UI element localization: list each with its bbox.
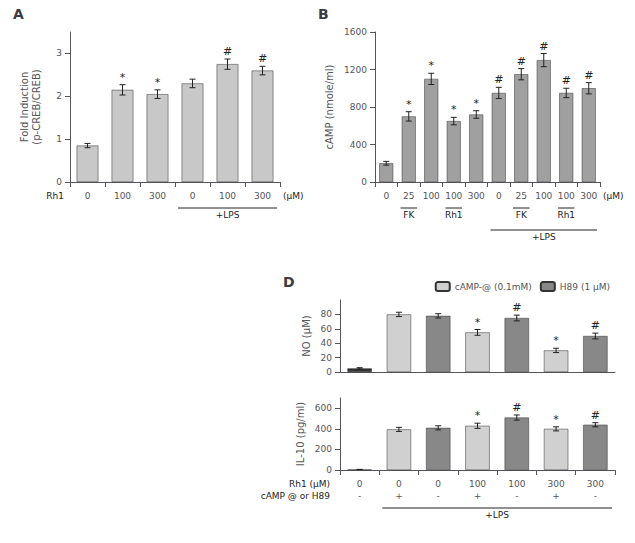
svg-text:*: * bbox=[451, 103, 457, 116]
svg-text:cAMP-@ (0.1mM): cAMP-@ (0.1mM) bbox=[455, 282, 532, 292]
svg-text:D: D bbox=[283, 274, 295, 290]
svg-text:cAMP (nmole/ml): cAMP (nmole/ml) bbox=[324, 64, 335, 149]
svg-text:#: # bbox=[494, 73, 503, 86]
svg-text:25: 25 bbox=[403, 191, 414, 201]
svg-text:300: 300 bbox=[587, 479, 604, 489]
svg-text:(μM): (μM) bbox=[283, 191, 304, 201]
svg-text:#: # bbox=[591, 409, 600, 422]
svg-text:2: 2 bbox=[56, 91, 62, 101]
svg-text:200: 200 bbox=[315, 444, 332, 454]
svg-text:*: * bbox=[429, 59, 435, 72]
svg-text:0: 0 bbox=[56, 177, 62, 187]
svg-text:(μM): (μM) bbox=[603, 191, 624, 201]
svg-text:*: * bbox=[475, 409, 481, 422]
svg-text:300: 300 bbox=[149, 191, 166, 201]
svg-text:400: 400 bbox=[315, 424, 332, 434]
svg-text:Rh1: Rh1 bbox=[445, 210, 463, 220]
svg-text:-: - bbox=[437, 491, 440, 501]
svg-text:-: - bbox=[515, 491, 518, 501]
svg-text:80: 80 bbox=[321, 309, 333, 319]
svg-text:Rh1 (μM): Rh1 (μM) bbox=[289, 479, 330, 489]
svg-text:B: B bbox=[318, 6, 329, 22]
svg-text:400: 400 bbox=[350, 140, 367, 150]
svg-text:-: - bbox=[594, 491, 597, 501]
svg-text:#: # bbox=[539, 40, 548, 53]
svg-text:+LPS: +LPS bbox=[216, 210, 240, 220]
svg-text:IL-10 (pg/ml): IL-10 (pg/ml) bbox=[295, 402, 306, 466]
svg-text:0: 0 bbox=[357, 479, 363, 489]
svg-text:100: 100 bbox=[423, 191, 440, 201]
svg-text:60: 60 bbox=[321, 324, 333, 334]
svg-text:#: # bbox=[562, 74, 571, 87]
svg-text:0: 0 bbox=[361, 177, 367, 187]
svg-text:Fold Induction: Fold Induction bbox=[19, 72, 30, 142]
svg-text:0: 0 bbox=[326, 465, 332, 475]
svg-text:0: 0 bbox=[326, 367, 332, 377]
svg-text:#: # bbox=[223, 45, 232, 58]
svg-text:3: 3 bbox=[56, 48, 62, 58]
svg-text:#: # bbox=[258, 52, 267, 65]
svg-text:40: 40 bbox=[321, 338, 333, 348]
svg-text:#: # bbox=[584, 69, 593, 82]
svg-text:*: * bbox=[120, 71, 126, 84]
svg-text:100: 100 bbox=[114, 191, 131, 201]
svg-text:300: 300 bbox=[254, 191, 271, 201]
svg-text:100: 100 bbox=[558, 191, 575, 201]
svg-text:(p-CREB/CREB): (p-CREB/CREB) bbox=[31, 69, 42, 144]
svg-text:#: # bbox=[512, 301, 521, 314]
svg-text:+LPS: +LPS bbox=[532, 232, 556, 242]
svg-text:cAMP @ or H89: cAMP @ or H89 bbox=[261, 491, 331, 501]
svg-text:0: 0 bbox=[190, 191, 196, 201]
svg-text:300: 300 bbox=[468, 191, 485, 201]
svg-text:100: 100 bbox=[469, 479, 486, 489]
svg-text:NO (μM): NO (μM) bbox=[301, 315, 312, 356]
svg-text:100: 100 bbox=[219, 191, 236, 201]
svg-text:+: + bbox=[474, 491, 482, 501]
svg-text:+LPS: +LPS bbox=[485, 510, 509, 520]
svg-text:300: 300 bbox=[580, 191, 597, 201]
svg-text:FK: FK bbox=[516, 210, 528, 220]
svg-text:Rh1: Rh1 bbox=[46, 191, 64, 201]
svg-text:0: 0 bbox=[383, 191, 389, 201]
svg-text:#: # bbox=[517, 55, 526, 68]
svg-text:+: + bbox=[395, 491, 403, 501]
svg-text:1: 1 bbox=[56, 134, 62, 144]
svg-text:25: 25 bbox=[516, 191, 527, 201]
svg-text:+: + bbox=[552, 491, 560, 501]
svg-text:#: # bbox=[591, 319, 600, 332]
svg-text:300: 300 bbox=[547, 479, 564, 489]
svg-text:100: 100 bbox=[445, 191, 462, 201]
svg-text:*: * bbox=[553, 334, 559, 347]
svg-text:1600: 1600 bbox=[344, 27, 367, 37]
svg-text:#: # bbox=[512, 401, 521, 414]
svg-text:Rh1: Rh1 bbox=[557, 210, 575, 220]
svg-text:*: * bbox=[475, 316, 481, 329]
svg-text:*: * bbox=[474, 97, 480, 110]
svg-text:0: 0 bbox=[396, 479, 402, 489]
svg-text:100: 100 bbox=[508, 479, 525, 489]
svg-text:0: 0 bbox=[435, 479, 441, 489]
svg-text:A: A bbox=[13, 6, 24, 22]
svg-text:*: * bbox=[155, 76, 161, 89]
svg-text:800: 800 bbox=[350, 102, 367, 112]
svg-text:0: 0 bbox=[85, 191, 91, 201]
svg-text:1200: 1200 bbox=[344, 65, 367, 75]
svg-text:-: - bbox=[358, 491, 361, 501]
svg-text:FK: FK bbox=[403, 210, 415, 220]
svg-text:100: 100 bbox=[535, 191, 552, 201]
svg-text:*: * bbox=[553, 413, 559, 426]
svg-text:20: 20 bbox=[321, 353, 333, 363]
svg-text:H89 (1 μM): H89 (1 μM) bbox=[560, 282, 610, 292]
svg-text:0: 0 bbox=[496, 191, 502, 201]
svg-text:*: * bbox=[406, 98, 412, 111]
svg-text:600: 600 bbox=[315, 403, 332, 413]
